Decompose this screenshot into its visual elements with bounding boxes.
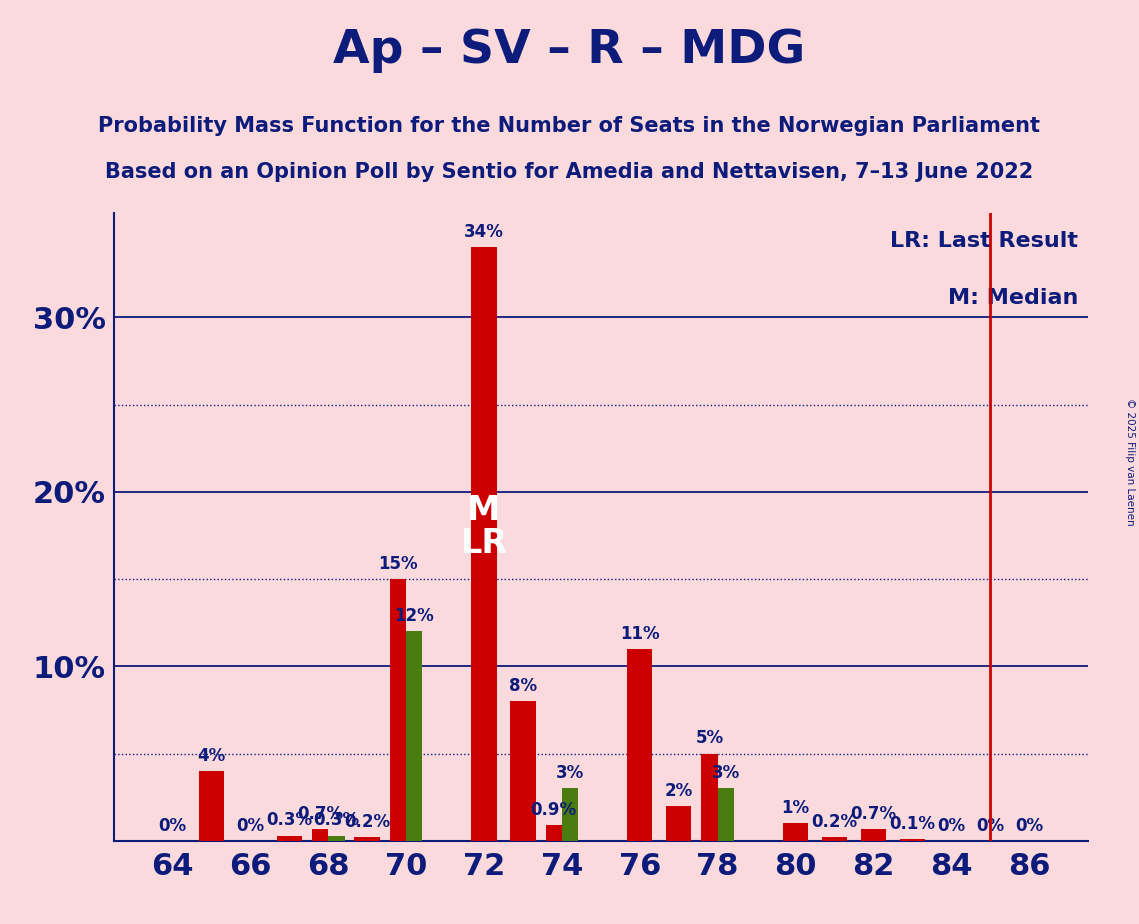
Text: 4%: 4% xyxy=(197,747,226,765)
Bar xyxy=(562,788,579,841)
Bar xyxy=(666,806,691,841)
Text: 0%: 0% xyxy=(1015,817,1043,834)
Bar xyxy=(900,839,925,841)
Text: M
LR: M LR xyxy=(460,493,508,560)
Bar xyxy=(390,579,407,841)
Text: 2%: 2% xyxy=(664,782,693,800)
Text: 0%: 0% xyxy=(976,817,1005,834)
Text: 0.1%: 0.1% xyxy=(890,815,935,833)
Text: 15%: 15% xyxy=(378,555,418,573)
Text: Based on an Opinion Poll by Sentio for Amedia and Nettavisen, 7–13 June 2022: Based on an Opinion Poll by Sentio for A… xyxy=(106,162,1033,182)
Text: 3%: 3% xyxy=(556,764,584,783)
Text: 0.2%: 0.2% xyxy=(811,813,858,832)
Text: 0%: 0% xyxy=(158,817,187,834)
Text: 5%: 5% xyxy=(696,729,723,748)
Text: 0.2%: 0.2% xyxy=(344,813,391,832)
Bar xyxy=(702,754,718,841)
Text: Probability Mass Function for the Number of Seats in the Norwegian Parliament: Probability Mass Function for the Number… xyxy=(98,116,1041,136)
Bar xyxy=(405,631,423,841)
Bar xyxy=(510,701,535,841)
Bar xyxy=(354,837,379,841)
Text: 8%: 8% xyxy=(509,677,536,695)
Text: 0.9%: 0.9% xyxy=(531,801,576,819)
Text: 34%: 34% xyxy=(464,224,503,241)
Text: 0.7%: 0.7% xyxy=(851,805,896,822)
Text: © 2025 Filip van Laenen: © 2025 Filip van Laenen xyxy=(1125,398,1134,526)
Bar xyxy=(546,825,562,841)
Bar xyxy=(782,823,809,841)
Bar xyxy=(822,837,847,841)
Bar xyxy=(472,248,497,841)
Text: 1%: 1% xyxy=(781,799,810,818)
Text: 0.7%: 0.7% xyxy=(297,805,343,822)
Bar xyxy=(328,835,344,841)
Bar xyxy=(312,829,328,841)
Text: M: Median: M: Median xyxy=(948,288,1077,308)
Text: Ap – SV – R – MDG: Ap – SV – R – MDG xyxy=(334,28,805,73)
Bar xyxy=(198,771,224,841)
Text: 0%: 0% xyxy=(236,817,264,834)
Bar xyxy=(277,835,302,841)
Bar xyxy=(861,829,886,841)
Text: 3%: 3% xyxy=(712,764,740,783)
Text: 0.3%: 0.3% xyxy=(267,811,312,830)
Text: 0%: 0% xyxy=(937,817,966,834)
Text: LR: Last Result: LR: Last Result xyxy=(890,231,1077,251)
Text: 11%: 11% xyxy=(620,625,659,643)
Text: 12%: 12% xyxy=(394,607,434,626)
Bar xyxy=(718,788,734,841)
Text: 0.3%: 0.3% xyxy=(313,811,360,830)
Bar xyxy=(628,649,653,841)
